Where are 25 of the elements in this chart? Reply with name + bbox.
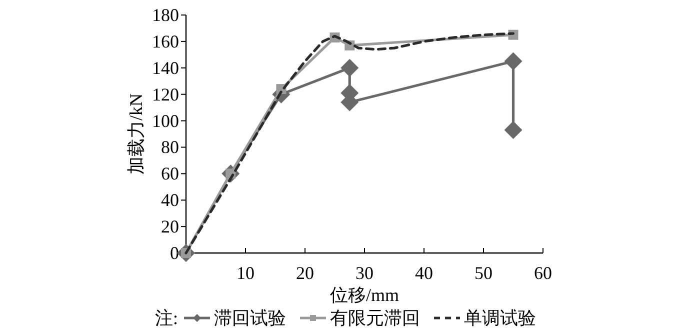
point xyxy=(504,52,522,70)
point xyxy=(504,121,522,140)
y-tick-label: 40 xyxy=(161,190,179,210)
y-axis-title: 加载力/kN xyxy=(126,94,146,174)
x-tick-label: 60 xyxy=(534,263,552,283)
x-tick-label: 40 xyxy=(415,263,433,283)
y-tick-label: 140 xyxy=(152,58,179,78)
point xyxy=(340,58,359,77)
y-tick-label: 60 xyxy=(161,164,179,184)
x-tick-label: 20 xyxy=(296,263,314,283)
legend-title: 注: xyxy=(155,308,178,328)
y-tick-label: 80 xyxy=(161,137,179,158)
x-tick-label: 10 xyxy=(236,263,254,283)
y-tick-label: 160 xyxy=(152,31,179,52)
x-axis-title: 位移/mm xyxy=(330,285,400,305)
y-tick-label: 20 xyxy=(161,216,179,237)
x-tick-label: 30 xyxy=(356,263,374,283)
y-tick-label: 0 xyxy=(170,243,179,263)
y-tick-label: 120 xyxy=(152,84,179,104)
legend-label: 单调试验 xyxy=(464,308,536,328)
legend-label: 滞回试验 xyxy=(214,308,286,328)
y-tick-label: 100 xyxy=(152,110,179,131)
y-tick-label: 180 xyxy=(152,5,179,25)
legend-label: 有限元滞回 xyxy=(330,308,420,328)
x-tick-label: 50 xyxy=(474,263,492,283)
